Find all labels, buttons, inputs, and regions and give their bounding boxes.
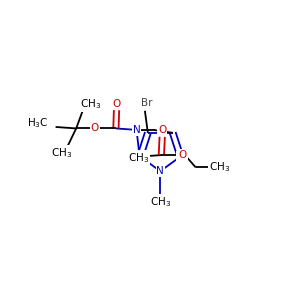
- Text: CH$_3$: CH$_3$: [51, 146, 72, 160]
- Text: O: O: [112, 99, 121, 109]
- Text: O: O: [158, 125, 166, 135]
- Text: N: N: [133, 125, 140, 135]
- Text: N: N: [177, 152, 184, 162]
- Text: O: O: [178, 150, 187, 160]
- Text: CH$_3$: CH$_3$: [128, 151, 149, 165]
- Text: Br: Br: [141, 98, 152, 108]
- Text: CH$_3$: CH$_3$: [150, 196, 171, 209]
- Text: CH$_3$: CH$_3$: [209, 160, 230, 174]
- Text: H$_3$C: H$_3$C: [27, 116, 48, 130]
- Text: O: O: [91, 123, 99, 134]
- Text: N: N: [156, 166, 164, 176]
- Text: CH$_3$: CH$_3$: [80, 97, 101, 111]
